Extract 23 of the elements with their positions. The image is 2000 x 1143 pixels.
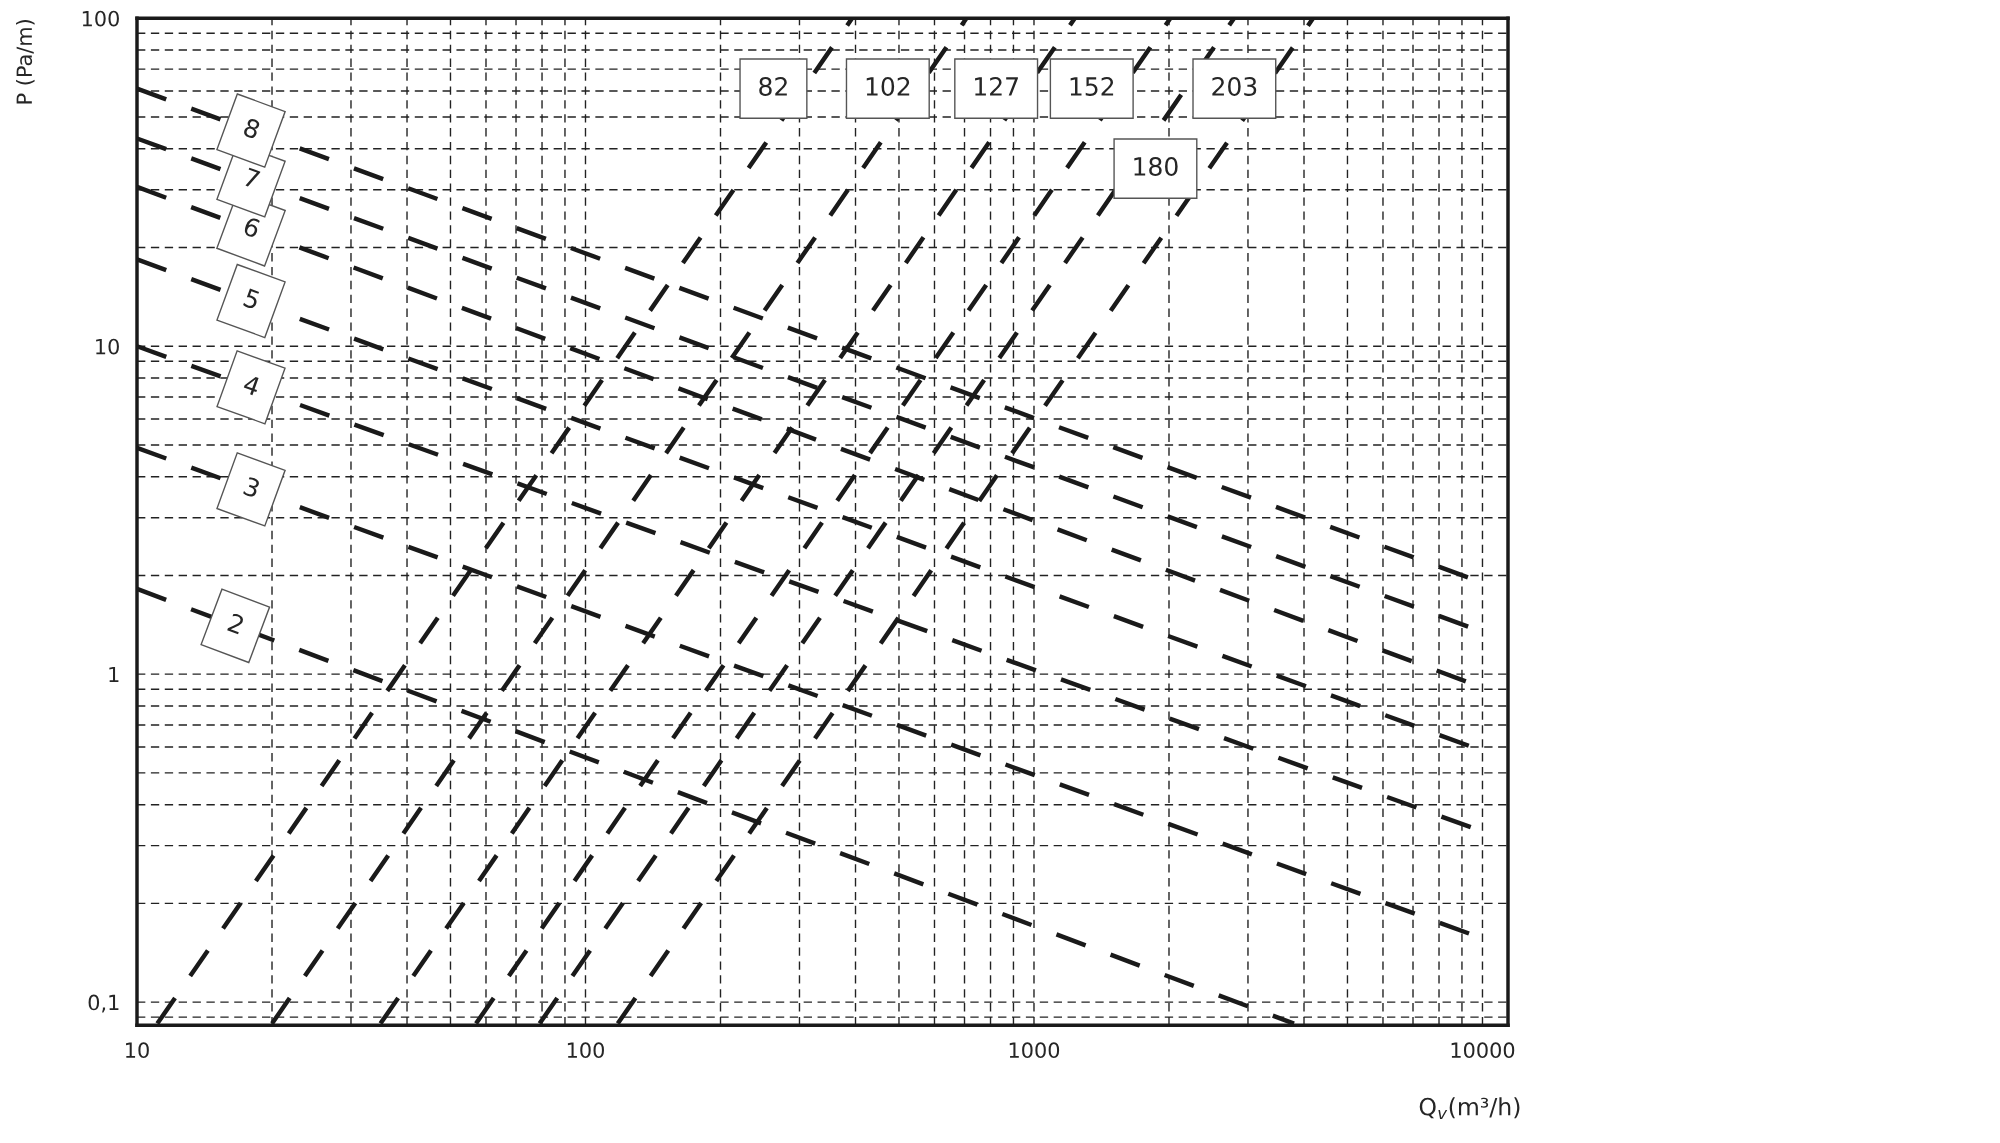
y-tick-label: 10 xyxy=(96,338,119,355)
series-label: 82 xyxy=(759,77,787,96)
x-tick-label: 100 xyxy=(567,1042,604,1059)
text: 6 xyxy=(242,216,262,239)
series-label: 102 xyxy=(866,77,910,96)
text: 7 xyxy=(243,167,261,189)
series-label: 180 xyxy=(1134,157,1178,176)
x-tick-label: 10 xyxy=(126,1042,149,1059)
y-tick-label: 0,1 xyxy=(88,994,119,1013)
y-axis-title: P (Pa/m) xyxy=(16,20,35,104)
text: 5 xyxy=(242,288,261,310)
x-tick-label: 1000 xyxy=(1009,1042,1060,1059)
text: 8 xyxy=(242,117,261,140)
text: 4 xyxy=(242,374,262,397)
x-tick-label: 10000 xyxy=(1451,1042,1515,1059)
x-axis-title: Q$_{v}$(m³/h) xyxy=(1419,1097,1520,1120)
series-label: 203 xyxy=(1212,77,1257,96)
series-label: 152 xyxy=(1070,77,1114,96)
text: 2 xyxy=(227,612,245,635)
y-tick-label: 100 xyxy=(82,10,119,27)
y-tick-label: 1 xyxy=(109,666,119,683)
series-label: 127 xyxy=(975,77,1018,96)
text: 3 xyxy=(242,476,261,499)
